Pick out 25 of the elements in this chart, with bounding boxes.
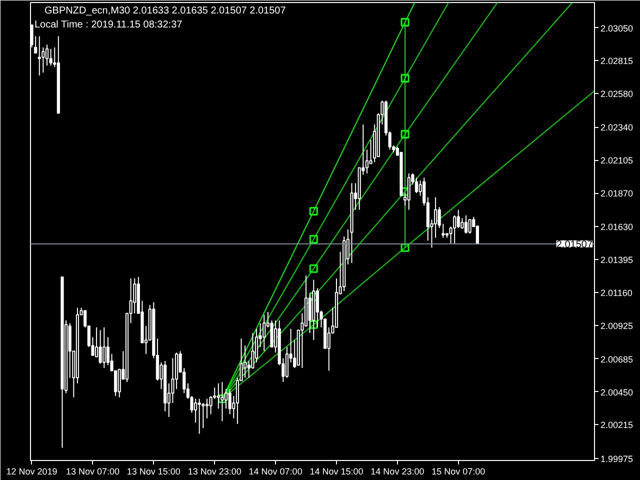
y-tick-label: 2.02580 — [600, 89, 634, 100]
y-tick-label: 2.02340 — [600, 122, 634, 133]
y-tick-label: 2.02105 — [600, 156, 634, 166]
y-tick-label: 2.01160 — [600, 288, 632, 298]
y-tick-label: 1.99975 — [600, 454, 634, 464]
x-tick-label: 14 Nov 15:00 — [310, 466, 364, 476]
y-tick-label: 2.00450 — [600, 387, 634, 398]
x-tick-label: 13 Nov 23:00 — [188, 466, 242, 476]
y-tick-label: 2.00215 — [600, 420, 634, 430]
x-tick-label: 12 Nov 2019 — [6, 466, 58, 476]
y-tick-label: 2.01870 — [600, 188, 634, 199]
x-tick-label: 15 Nov 07:00 — [432, 466, 486, 476]
y-tick-label: 2.02815 — [600, 56, 634, 66]
ref-line-label: 2.01507 — [556, 239, 593, 250]
y-tick-label: 2.03050 — [600, 23, 634, 34]
y-tick-label: 2.00925 — [600, 320, 634, 331]
y-tick-label: 2.01630 — [600, 222, 634, 232]
y-tick-label: 2.01395 — [600, 254, 634, 265]
annotation: Local Time : 2019.11.15 08:32:37 — [34, 20, 183, 30]
chart-title: GBPNZD_ecn,M30 2.01633 2.01635 2.01507 2.01507 — [44, 6, 286, 16]
x-tick-label: 14 Nov 07:00 — [248, 466, 302, 476]
x-tick-label: 14 Nov 23:00 — [370, 466, 424, 476]
x-tick-label: 13 Nov 15:00 — [126, 466, 180, 476]
x-tick-label: 13 Nov 07:00 — [66, 466, 120, 476]
y-tick-label: 2.00685 — [600, 354, 634, 364]
